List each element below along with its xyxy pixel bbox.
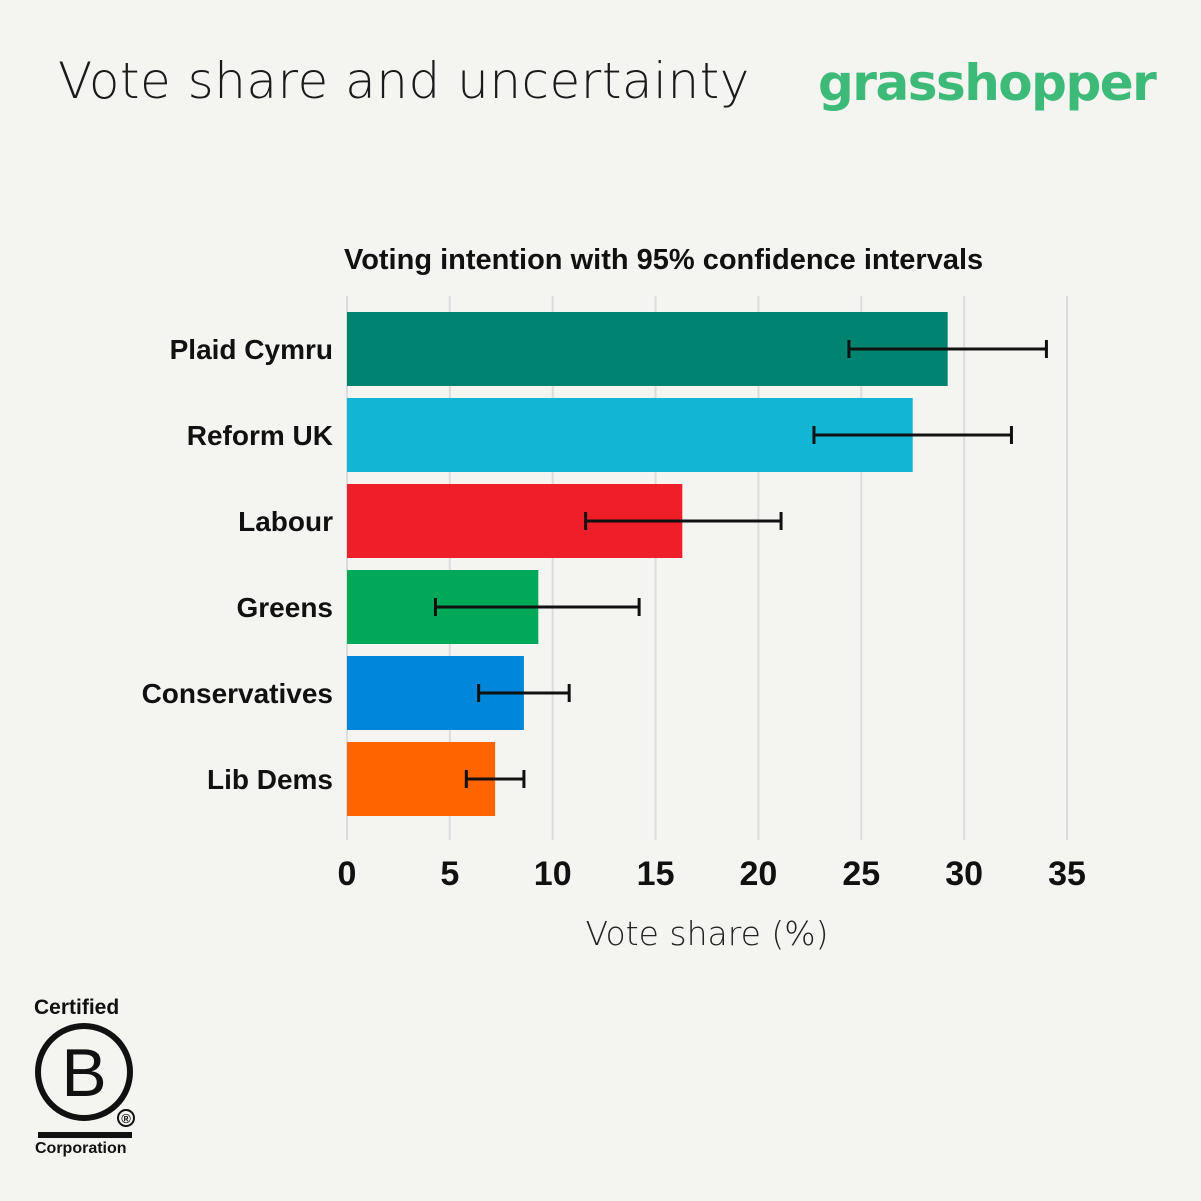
b-corp-letter: B (61, 1035, 106, 1111)
category-labels: Plaid Cymru Reform UK Labour Greens Conserva… (142, 334, 334, 795)
b-corp-corporation-label: Corporation (35, 1140, 127, 1157)
error-bar-labour (584, 512, 783, 530)
error-bars (433, 340, 1048, 788)
x-tick-label-25: 25 (842, 855, 880, 893)
error-bar-greens (433, 598, 641, 616)
registered-mark: ® (121, 1111, 131, 1126)
error-bar-lib-dems (464, 770, 526, 788)
chart-title: Voting intention with 95% confidence int… (344, 244, 984, 276)
page-title: Vote share and uncertainty (58, 52, 750, 110)
x-tick-label-20: 20 (740, 855, 778, 893)
error-bar-conservatives (477, 684, 571, 702)
x-tick-label-15: 15 (637, 855, 675, 893)
category-label-greens: Greens (237, 592, 334, 623)
x-tick-labels: 0 5 10 15 20 25 30 35 (338, 855, 1086, 893)
error-bar-plaid-cymru (847, 340, 1048, 358)
brand-logo: grasshopper (818, 54, 1157, 112)
error-bar-reform-uk (812, 426, 1013, 444)
b-corp-certified-label: Certified (34, 996, 120, 1019)
bars (347, 312, 948, 816)
category-label-plaid-cymru: Plaid Cymru (170, 334, 333, 365)
x-tick-label-0: 0 (338, 855, 357, 893)
x-axis-label: Vote share (%) (585, 914, 828, 953)
category-label-conservatives: Conservatives (142, 678, 333, 709)
b-corp-logo-icon: B ® (35, 1023, 135, 1138)
x-tick-label-5: 5 (440, 855, 459, 893)
x-tick-label-10: 10 (534, 855, 572, 893)
b-corp-badge: Certified B ® Corporation (30, 996, 140, 1166)
x-tick-label-30: 30 (945, 855, 983, 893)
category-label-reform-uk: Reform UK (187, 420, 333, 451)
category-label-labour: Labour (238, 506, 333, 537)
category-label-lib-dems: Lib Dems (207, 764, 333, 795)
x-tick-label-35: 35 (1048, 855, 1086, 893)
